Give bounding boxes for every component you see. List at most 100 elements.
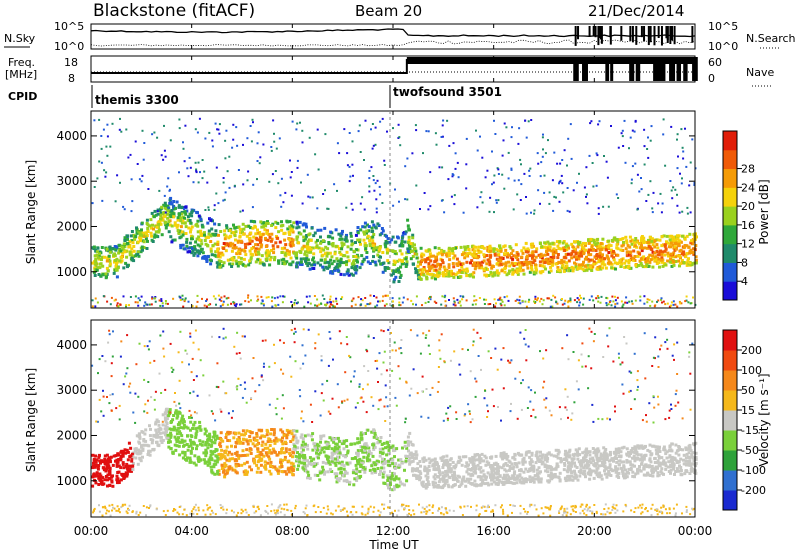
- heat-cell: [351, 305, 353, 307]
- heat-cell: [198, 421, 201, 424]
- heat-cell: [323, 451, 326, 454]
- heat-cell: [297, 241, 300, 244]
- heat-cell: [384, 305, 386, 307]
- heat-cell: [593, 464, 596, 467]
- heat-cell: [345, 479, 348, 482]
- heat-cell: [398, 259, 401, 262]
- heat-cell: [528, 170, 530, 172]
- heat-cell: [347, 268, 350, 271]
- heat-cell: [365, 305, 367, 307]
- heat-cell: [375, 246, 378, 249]
- heat-cell: [632, 165, 634, 167]
- heat-cell: [365, 244, 368, 247]
- heat-cell: [97, 483, 100, 486]
- heat-cell: [415, 129, 417, 131]
- heat-cell: [398, 302, 400, 304]
- heat-cell: [266, 454, 269, 457]
- heat-cell: [255, 237, 258, 240]
- heat-cell: [685, 166, 687, 168]
- heat-cell: [676, 205, 678, 207]
- heat-cell: [288, 263, 291, 266]
- heat-cell: [533, 259, 536, 262]
- heat-cell: [660, 467, 663, 470]
- heat-cell: [107, 270, 110, 273]
- heat-cell: [404, 241, 407, 244]
- nsky-spike: [589, 26, 591, 37]
- heat-cell: [520, 249, 523, 252]
- heat-cell: [362, 456, 365, 459]
- heat-cell: [645, 200, 647, 202]
- heat-cell: [231, 147, 233, 149]
- heat-cell: [329, 468, 332, 471]
- heat-cell: [562, 191, 564, 193]
- heat-cell: [124, 250, 127, 253]
- heat-cell: [571, 250, 574, 253]
- heat-cell: [459, 302, 461, 304]
- heat-cell: [662, 265, 665, 268]
- heat-cell: [438, 271, 441, 274]
- nave-burst: [653, 57, 657, 81]
- heat-cell: [670, 126, 672, 128]
- heat-cell: [567, 138, 569, 140]
- heat-cell: [482, 202, 484, 204]
- heat-cell: [498, 259, 501, 262]
- heat-cell: [620, 263, 623, 266]
- heat-cell: [655, 449, 658, 452]
- heat-cell: [598, 207, 600, 209]
- heat-cell: [288, 238, 291, 241]
- heat-cell: [442, 124, 444, 126]
- heat-cell: [173, 212, 176, 215]
- heat-cell: [368, 177, 370, 179]
- cpid-mode-2: twofsound 3501: [393, 85, 502, 99]
- heat-cell: [179, 219, 182, 222]
- heat-cell: [118, 244, 121, 247]
- heat-cell: [204, 305, 206, 307]
- heat-cell: [427, 262, 430, 265]
- heat-cell: [307, 196, 309, 198]
- heat-cell: [494, 306, 496, 308]
- heat-cell: [265, 254, 268, 257]
- heat-cell: [352, 140, 354, 142]
- heat-cell: [335, 472, 338, 475]
- heat-cell: [290, 257, 293, 260]
- heat-cell: [335, 245, 338, 248]
- heat-cell: [576, 301, 578, 303]
- heat-cell: [219, 230, 222, 233]
- heat-cell: [171, 203, 174, 206]
- heat-cell: [607, 240, 610, 243]
- heat-cell: [204, 138, 206, 140]
- heat-cell: [259, 241, 262, 244]
- heat-cell: [579, 302, 581, 304]
- heat-cell: [442, 271, 445, 274]
- heat-cell: [464, 248, 467, 251]
- heat-cell: [644, 145, 646, 147]
- heat-cell: [627, 244, 630, 247]
- heat-cell: [350, 240, 353, 243]
- heat-cell: [497, 299, 499, 301]
- heat-cell: [429, 205, 431, 207]
- heat-cell: [261, 254, 264, 257]
- cpid-label: CPID: [8, 90, 37, 103]
- heat-cell: [250, 468, 253, 471]
- heat-cell: [448, 258, 451, 261]
- heat-cell: [270, 146, 272, 148]
- heat-cell: [186, 443, 189, 446]
- heat-cell: [436, 275, 439, 278]
- heat-cell: [205, 300, 207, 302]
- heat-cell: [187, 449, 190, 452]
- heat-cell: [477, 251, 480, 254]
- heat-cell: [605, 302, 607, 304]
- heat-cell: [340, 253, 343, 256]
- heat-cell: [283, 239, 286, 242]
- heat-cell: [345, 445, 348, 448]
- heat-cell: [690, 162, 692, 164]
- heat-cell: [342, 261, 345, 264]
- heat-cell: [663, 254, 666, 257]
- heat-cell: [519, 296, 521, 298]
- heat-cell: [319, 242, 322, 245]
- heat-cell: [672, 236, 675, 239]
- heat-cell: [143, 142, 145, 144]
- heat-cell: [109, 146, 111, 148]
- heat-cell: [592, 299, 594, 301]
- heat-cell: [162, 305, 164, 307]
